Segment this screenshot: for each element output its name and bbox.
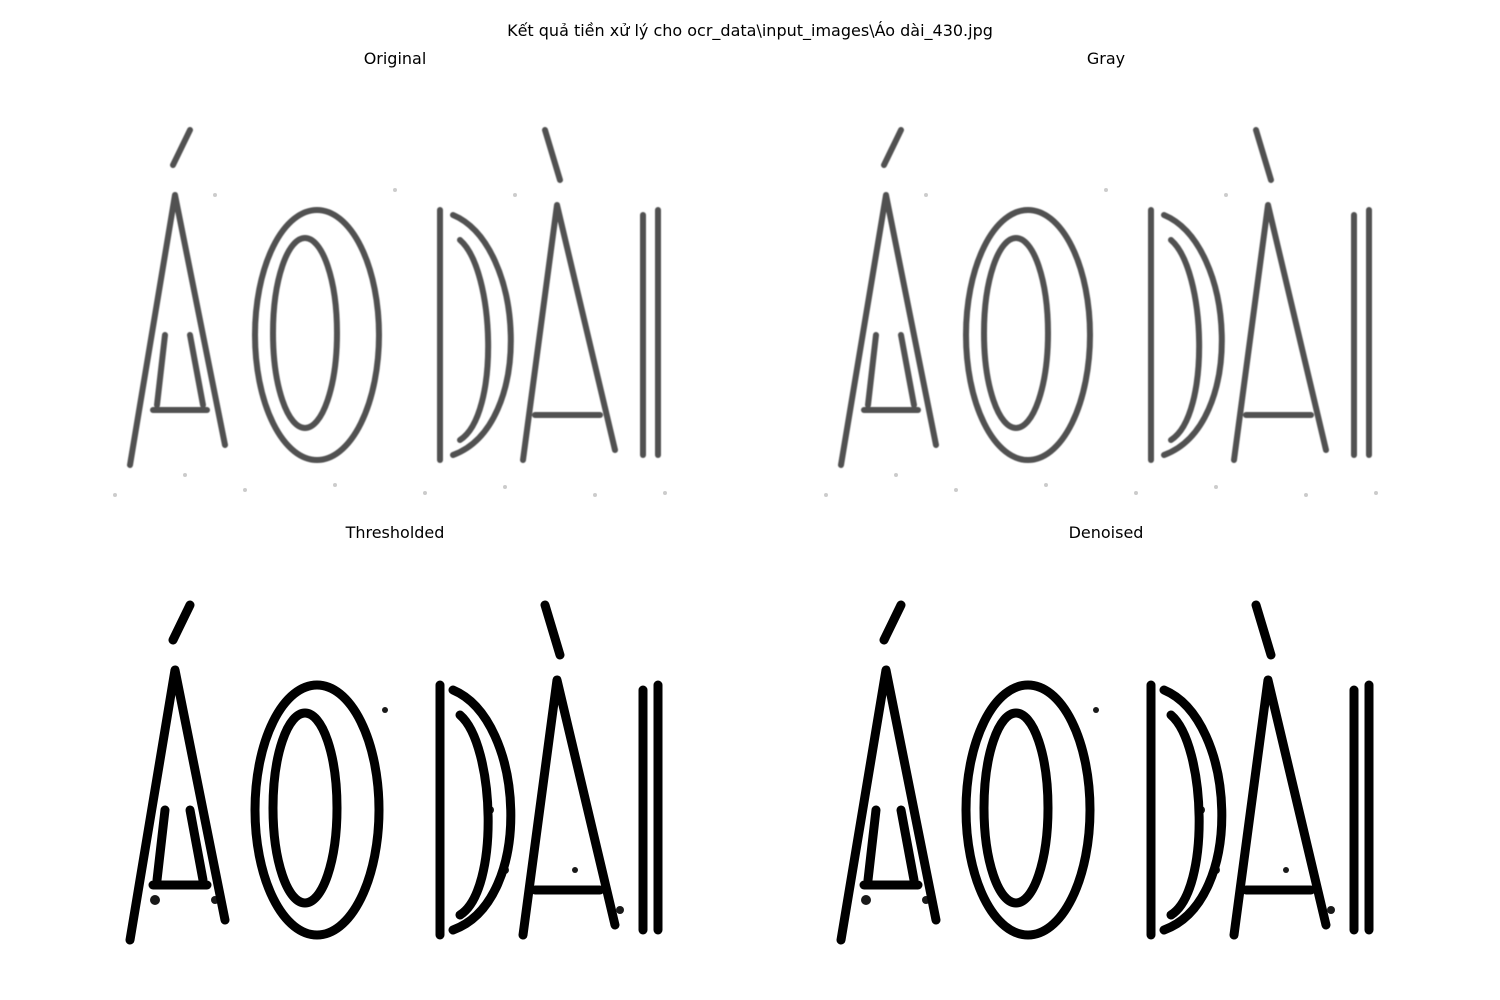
letter-d [437, 207, 514, 463]
letter-o [250, 680, 384, 940]
panel-thresholded-image [95, 570, 695, 990]
letter-d [435, 680, 516, 940]
letter-a-acute [127, 127, 228, 468]
letter-o [252, 207, 382, 463]
denoised-letters-image [836, 600, 1374, 945]
letter-i [638, 680, 663, 935]
letter-a-grave [520, 127, 618, 463]
letter-i [640, 207, 661, 458]
letter-a-grave [1229, 600, 1331, 940]
letter-a-acute [836, 600, 941, 945]
gray-letters-image [824, 127, 1378, 497]
original-letters-image [113, 127, 667, 497]
panel-title-thresholded: Thresholded [345, 523, 445, 542]
letter-o [963, 207, 1093, 463]
letter-i [1351, 207, 1372, 458]
letter-d [1146, 680, 1227, 940]
panel-original-image [95, 95, 695, 515]
letter-a-acute [125, 600, 230, 945]
noise-speckles [113, 188, 667, 497]
panel-gray-image [806, 95, 1406, 515]
letter-i [1349, 680, 1374, 935]
letter-a-grave [1231, 127, 1329, 463]
panel-title-denoised: Denoised [1068, 523, 1144, 542]
noise-speckles [150, 707, 624, 914]
noise-speckles [824, 188, 1378, 497]
figure-suptitle: Kết quả tiền xử lý cho ocr_data\input_im… [507, 21, 993, 40]
panel-title-original: Original [363, 49, 427, 68]
panel-denoised-image [806, 570, 1406, 990]
panel-title-gray: Gray [1086, 49, 1126, 68]
thresholded-letters-image [125, 600, 663, 945]
letter-o [961, 680, 1095, 940]
letter-a-acute [838, 127, 939, 468]
letter-d [1148, 207, 1225, 463]
noise-speckles [861, 707, 1335, 914]
letter-a-grave [518, 600, 620, 940]
